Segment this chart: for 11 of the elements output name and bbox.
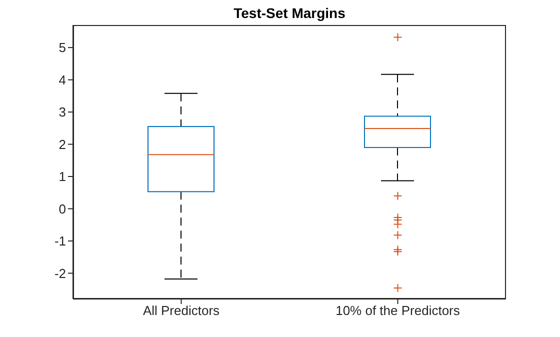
- y-tick-label: 4: [58, 72, 66, 88]
- y-tick-label: 0: [58, 201, 66, 216]
- y-tick-label: 3: [58, 104, 66, 120]
- y-tick-label: 1: [58, 169, 66, 184]
- y-tick-label: 5: [58, 40, 66, 56]
- y-tick-label: 2: [58, 136, 66, 152]
- x-tick-label: All Predictors: [142, 303, 220, 318]
- y-tick-label: -1: [54, 234, 66, 249]
- y-tick-label: -2: [54, 266, 66, 281]
- x-tick-label: 10% of the Predictors: [336, 303, 460, 318]
- chart-title: Test-Set Margins: [232, 5, 346, 21]
